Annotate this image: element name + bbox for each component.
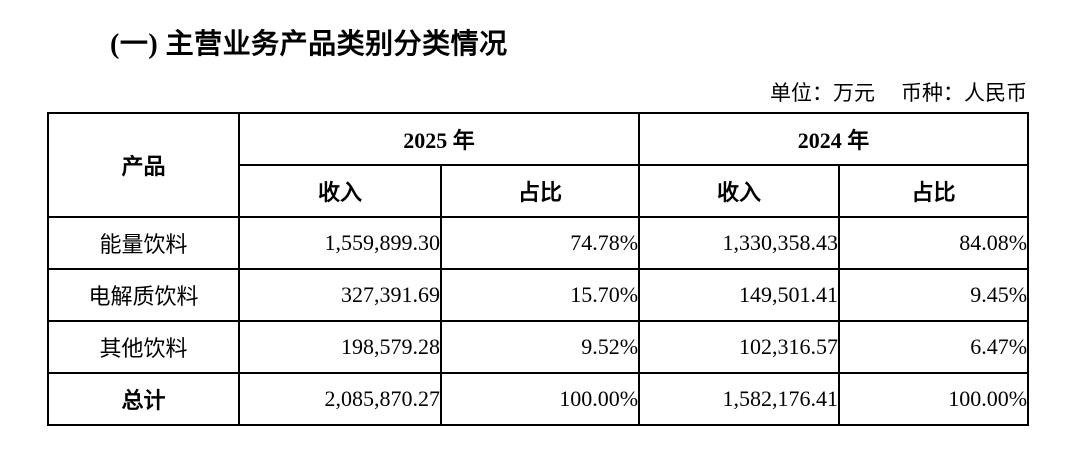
table-row-energy-drinks: 能量饮料 1,559,899.30 74.78% 1,330,358.43 84… — [47, 216, 1030, 270]
unit-currency-line: 单位：万元 币种：人民币 — [770, 77, 1027, 107]
currency-label: 币种：人民币 — [901, 81, 1027, 105]
total-income-2025: 2,085,870.27 — [238, 372, 442, 426]
product-name: 其他饮料 — [47, 320, 240, 374]
share-2025: 9.52% — [439, 320, 641, 374]
income-2024: 149,501.41 — [638, 268, 841, 322]
income-2024: 1,330,358.43 — [638, 216, 841, 270]
income-2025: 198,579.28 — [238, 320, 442, 374]
table-row-electrolyte-drinks: 电解质饮料 327,391.69 15.70% 149,501.41 9.45% — [47, 268, 1030, 322]
share-2024: 6.47% — [838, 320, 1030, 374]
col-header-year-2025: 2025 年 — [237, 112, 641, 166]
col-header-income-2024: 收入 — [638, 164, 841, 218]
col-header-year-2024: 2024 年 — [638, 112, 1030, 166]
table-row-total: 总计 2,085,870.27 100.00% 1,582,176.41 100… — [47, 372, 1030, 426]
product-name: 能量饮料 — [47, 216, 240, 270]
table-header-year-row: 产品 2025 年 2024 年 — [47, 112, 1030, 218]
total-label: 总计 — [47, 372, 240, 426]
income-2025: 1,559,899.30 — [238, 216, 442, 270]
share-2024: 9.45% — [838, 268, 1030, 322]
section-title: (一) 主营业务产品类别分类情况 — [110, 29, 508, 60]
product-category-table: 产品 2025 年 2024 年 收入 占比 收入 占比 能量饮料 1,559,… — [47, 112, 1030, 426]
share-2024: 84.08% — [838, 216, 1030, 270]
total-income-2024: 1,582,176.41 — [638, 372, 841, 426]
col-header-income-2025: 收入 — [238, 164, 442, 218]
col-header-product: 产品 — [47, 112, 240, 218]
table-header-sub-row: 收入 占比 收入 占比 — [48, 164, 1030, 218]
income-2024: 102,316.57 — [638, 320, 841, 374]
unit-label: 单位：万元 — [770, 81, 875, 105]
total-share-2024: 100.00% — [838, 372, 1030, 426]
col-header-share-2025: 占比 — [439, 164, 641, 218]
share-2025: 15.70% — [439, 268, 641, 322]
product-name: 电解质饮料 — [47, 268, 240, 322]
income-2025: 327,391.69 — [238, 268, 442, 322]
total-share-2025: 100.00% — [439, 372, 641, 426]
col-header-share-2024: 占比 — [838, 164, 1030, 218]
table-row-other-drinks: 其他饮料 198,579.28 9.52% 102,316.57 6.47% — [47, 320, 1030, 374]
share-2025: 74.78% — [439, 216, 641, 270]
